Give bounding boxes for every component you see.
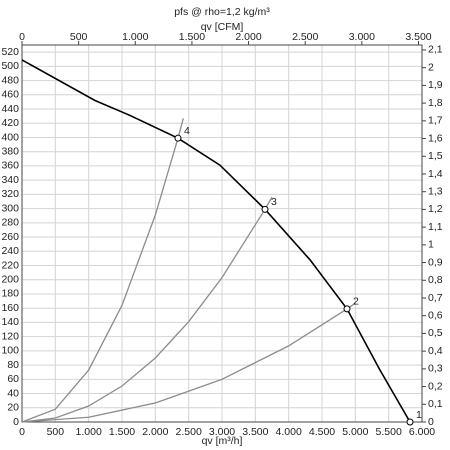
right-tick-label: 1,5	[428, 150, 443, 162]
y-tick-label: 400	[1, 131, 19, 143]
y-tick-label: 60	[7, 373, 19, 385]
y-tick-label: 380	[1, 145, 19, 157]
right-tick-label: 1	[428, 239, 434, 251]
x-tick-label: 1.500	[109, 426, 135, 438]
top-axis-label: qv [CFM]	[201, 21, 244, 33]
right-tick-label: 2	[428, 61, 434, 73]
right-tick-label: 0	[428, 416, 434, 428]
right-tick-label: 2,1	[428, 44, 443, 56]
right-tick-label: 0,8	[428, 274, 443, 286]
y-tick-label: 180	[1, 288, 19, 300]
x-tick-label: 1.000	[76, 426, 102, 438]
y-tick-label: 320	[1, 188, 19, 200]
y-tick-label: 460	[1, 89, 19, 101]
right-tick-label: 1,1	[428, 221, 443, 233]
y-tick-label: 500	[1, 60, 19, 72]
x-tick-label: 500	[47, 426, 65, 438]
right-tick-label: 0,1	[428, 398, 443, 410]
right-tick-label: 1,6	[428, 132, 443, 144]
operating-point	[343, 305, 351, 313]
top-tick-label: 1.000	[122, 31, 148, 43]
operating-point	[261, 205, 269, 213]
y-tick-label: 280	[1, 217, 19, 229]
y-tick-label: 100	[1, 345, 19, 357]
x-tick-label: 2.500	[176, 426, 202, 438]
right-tick-label: 0,9	[428, 256, 443, 268]
x-tick-label: 4.500	[309, 426, 335, 438]
system-curve	[21, 196, 273, 423]
y-tick-label: 520	[1, 46, 19, 58]
y-tick-label: 360	[1, 160, 19, 172]
y-tick-label: 160	[1, 302, 19, 314]
x-tick-label: 5.500	[376, 426, 402, 438]
y-tick-label: 260	[1, 231, 19, 243]
x-tick-label: 3.000	[209, 426, 235, 438]
x-tick-label: 6.000	[409, 426, 435, 438]
top-tick-label: 2.000	[235, 31, 261, 43]
point-label: 1	[416, 409, 422, 421]
y-tick-label: 140	[1, 316, 19, 328]
chart-title: pfs @ rho=1,2 kg/m³	[174, 6, 270, 18]
y-tick-label: 440	[1, 103, 19, 115]
x-tick-label: 5.000	[342, 426, 368, 438]
right-tick-label: 0,5	[428, 327, 443, 339]
right-tick-label: 0,3	[428, 363, 443, 375]
top-tick-label: 3.500	[405, 31, 431, 43]
right-tick-label: 1,3	[428, 185, 443, 197]
y-tick-label: 200	[1, 274, 19, 286]
plot-frame	[21, 44, 423, 423]
right-tick-label: 1,2	[428, 203, 443, 215]
y-tick-label: 300	[1, 202, 19, 214]
y-tick-label: 120	[1, 330, 19, 342]
y-tick-label: 0	[13, 416, 19, 428]
y-tick-label: 480	[1, 74, 19, 86]
x-tick-label: 2.000	[142, 426, 168, 438]
x-tick-label: 4.000	[276, 426, 302, 438]
point-label: 2	[353, 296, 359, 308]
y-tick-label: 80	[7, 359, 19, 371]
top-tick-label: 3.000	[349, 31, 375, 43]
y-tick-label: 240	[1, 245, 19, 257]
right-tick-label: 0,4	[428, 345, 443, 357]
x-axis-label: qv [m³/h]	[202, 435, 243, 447]
right-tick-label: 0,2	[428, 380, 443, 392]
y-tick-label: 340	[1, 174, 19, 186]
point-label: 4	[184, 125, 190, 137]
y-tick-label: 20	[7, 402, 19, 414]
operating-point	[174, 134, 182, 142]
top-tick-label: 1.500	[179, 31, 205, 43]
right-tick-label: 1,8	[428, 97, 443, 109]
y-tick-label: 420	[1, 117, 19, 129]
top-tick-label: 0	[19, 31, 25, 43]
top-tick-label: 2.500	[292, 31, 318, 43]
operating-point	[406, 418, 414, 426]
point-label: 3	[271, 196, 277, 208]
system-curve	[21, 118, 184, 423]
y-tick-label: 40	[7, 387, 19, 399]
y-tick-label: 220	[1, 259, 19, 271]
x-tick-label: 3.500	[242, 426, 268, 438]
right-tick-label: 1,4	[428, 168, 443, 180]
right-tick-label: 0,7	[428, 292, 443, 304]
top-tick-label: 500	[70, 31, 88, 43]
fan-curve	[21, 59, 411, 423]
right-tick-label: 1,7	[428, 115, 443, 127]
right-tick-label: 0,6	[428, 309, 443, 321]
right-tick-label: 1,9	[428, 79, 443, 91]
x-tick-label: 0	[19, 426, 25, 438]
